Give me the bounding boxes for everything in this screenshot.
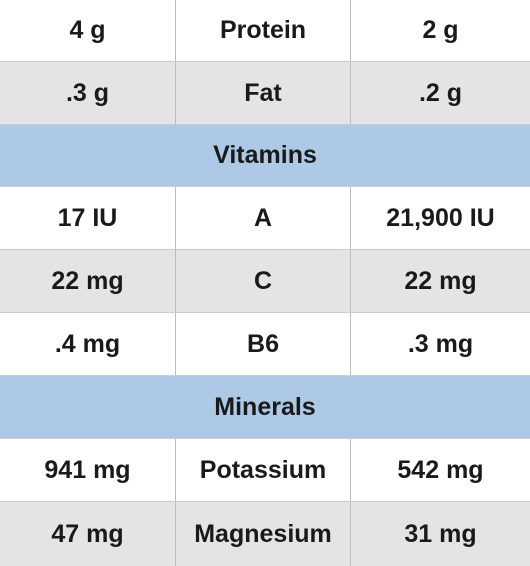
right-value-cell: 31 mg <box>404 519 477 548</box>
table-row-vitamin-c: 22 mg C 22 mg <box>0 250 530 313</box>
right-value-cell: 21,900 IU <box>386 203 495 232</box>
section-header-minerals: Minerals <box>0 376 530 439</box>
nutrient-name-cell: A <box>176 187 351 249</box>
right-value-cell: 2 g <box>422 16 459 44</box>
nutrient-name-cell: B6 <box>176 313 351 375</box>
section-title: Vitamins <box>213 141 317 169</box>
left-value-cell: .3 g <box>0 62 176 124</box>
table-row-magnesium: 47 mg Magnesium 31 mg <box>0 502 530 566</box>
table-row-fat: .3 g Fat .2 g <box>0 62 530 125</box>
nutrient-name-cell: Protein <box>176 0 351 61</box>
nutrient-name-cell: Magnesium <box>176 502 351 566</box>
right-value-cell: .2 g <box>418 78 463 107</box>
right-value-cell: 542 mg <box>397 455 484 484</box>
nutrient-name-cell: Potassium <box>176 439 351 501</box>
left-value-cell: 47 mg <box>0 502 176 566</box>
left-value-cell: 22 mg <box>0 250 176 312</box>
left-value-cell: .4 mg <box>0 313 176 375</box>
left-value-cell: 17 IU <box>0 187 176 249</box>
left-value-cell: 4 g <box>0 0 176 61</box>
section-header-vitamins: Vitamins <box>0 125 530 187</box>
left-value-cell: 941 mg <box>0 439 176 501</box>
section-title: Minerals <box>214 392 316 421</box>
nutrient-name-cell: Fat <box>176 62 351 124</box>
right-value-cell: 22 mg <box>404 266 477 295</box>
nutrient-name-cell: C <box>176 250 351 312</box>
table-row-vitamin-b6: .4 mg B6 .3 mg <box>0 313 530 376</box>
right-value-cell: .3 mg <box>407 329 474 358</box>
table-row-vitamin-a: 17 IU A 21,900 IU <box>0 187 530 250</box>
table-row-protein: 4 g Protein 2 g <box>0 0 530 62</box>
table-row-potassium: 941 mg Potassium 542 mg <box>0 439 530 502</box>
